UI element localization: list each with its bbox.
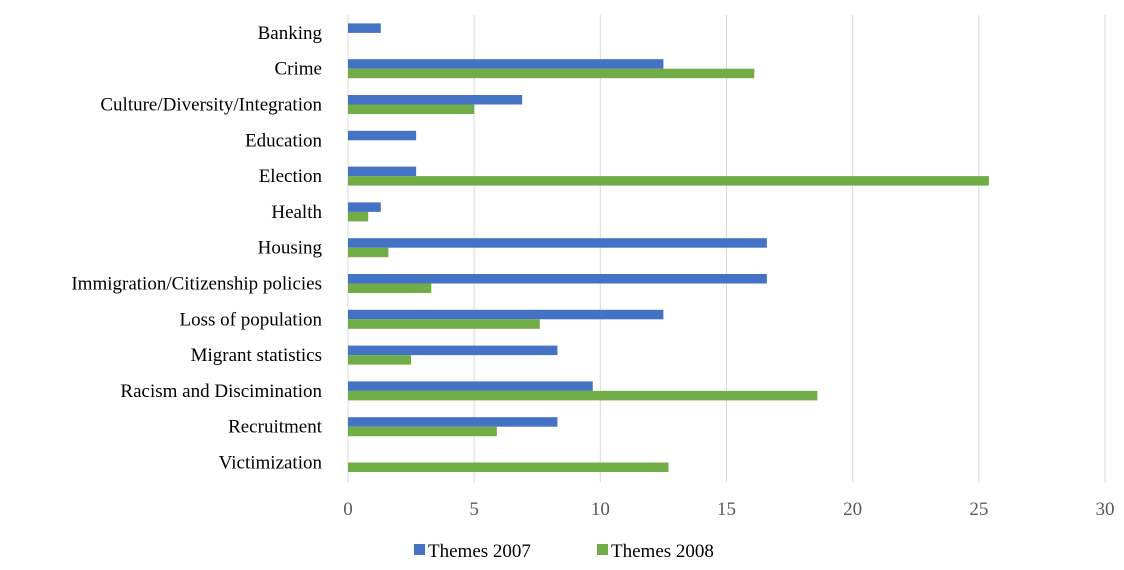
bar-themes-2007-culture-diversity-integration	[348, 95, 523, 105]
bar-themes-2007-racism-and-discimination	[348, 381, 593, 391]
bar-themes-2007-election	[348, 166, 417, 177]
x-tick-label: 5	[469, 499, 479, 520]
category-label-recruitment: Recruitment	[228, 417, 323, 438]
bar-themes-2008-racism-and-discimination	[348, 390, 818, 401]
category-label-election: Election	[259, 166, 323, 187]
bar-themes-2008-recruitment	[348, 426, 497, 437]
bar-themes-2008-election	[348, 176, 989, 186]
category-label-racism-and-discimination: Racism and Discimination	[120, 381, 322, 402]
bar-themes-2007-recruitment	[348, 417, 558, 427]
x-tick-label: 10	[591, 499, 610, 520]
category-label-education: Education	[245, 130, 323, 151]
category-label-health: Health	[271, 202, 322, 223]
bar-themes-2007-banking	[348, 23, 381, 33]
bar-themes-2008-culture-diversity-integration	[348, 104, 475, 114]
bar-themes-2007-migrant-statistics	[348, 345, 558, 356]
category-label-housing: Housing	[258, 238, 323, 259]
bar-themes-2008-health	[348, 211, 369, 222]
category-label-migrant-statistics: Migrant statistics	[191, 345, 322, 366]
x-tick-label: 15	[717, 499, 736, 520]
bar-themes-2007-health	[348, 202, 381, 212]
category-label-immigration-citizenship-policies: Immigration/Citizenship policies	[71, 274, 322, 295]
bar-themes-2008-victimization	[348, 462, 669, 472]
bar-themes-2007-crime	[348, 59, 664, 69]
category-label-crime: Crime	[275, 59, 323, 80]
bars	[348, 23, 989, 472]
legend: Themes 2007 Themes 2008	[414, 541, 714, 562]
legend-label-themes-2007: Themes 2007	[428, 541, 531, 562]
bar-themes-2007-education	[348, 130, 417, 141]
legend-swatch-themes-2007	[414, 544, 425, 555]
category-labels: Banking Crime Culture/Diversity/Integratio…	[71, 23, 322, 474]
bar-themes-2007-immigration-citizenship-policies	[348, 274, 767, 284]
x-tick-label: 0	[343, 499, 353, 520]
x-tick-label: 30	[1096, 499, 1115, 520]
category-label-loss-of-population: Loss of population	[180, 309, 323, 330]
legend-label-themes-2008: Themes 2008	[611, 541, 714, 562]
bar-themes-2008-housing	[348, 247, 389, 258]
category-label-victimization: Victimization	[219, 453, 323, 474]
bar-themes-2008-loss-of-population	[348, 319, 540, 329]
bar-themes-2008-migrant-statistics	[348, 355, 412, 365]
bar-themes-2008-crime	[348, 68, 755, 79]
category-label-culture-diversity-integration: Culture/Diversity/Integration	[100, 95, 322, 116]
bar-themes-2007-housing	[348, 238, 767, 248]
x-tick-label: 25	[969, 499, 988, 520]
x-tick-label: 20	[843, 499, 862, 520]
bar-themes-2008-immigration-citizenship-policies	[348, 283, 432, 293]
bar-themes-2007-loss-of-population	[348, 309, 664, 320]
gridlines	[347, 15, 1106, 483]
category-label-banking: Banking	[258, 23, 323, 44]
legend-swatch-themes-2008	[597, 544, 608, 555]
x-axis-ticks: 0 5 10 15 20 25 30	[343, 499, 1114, 520]
